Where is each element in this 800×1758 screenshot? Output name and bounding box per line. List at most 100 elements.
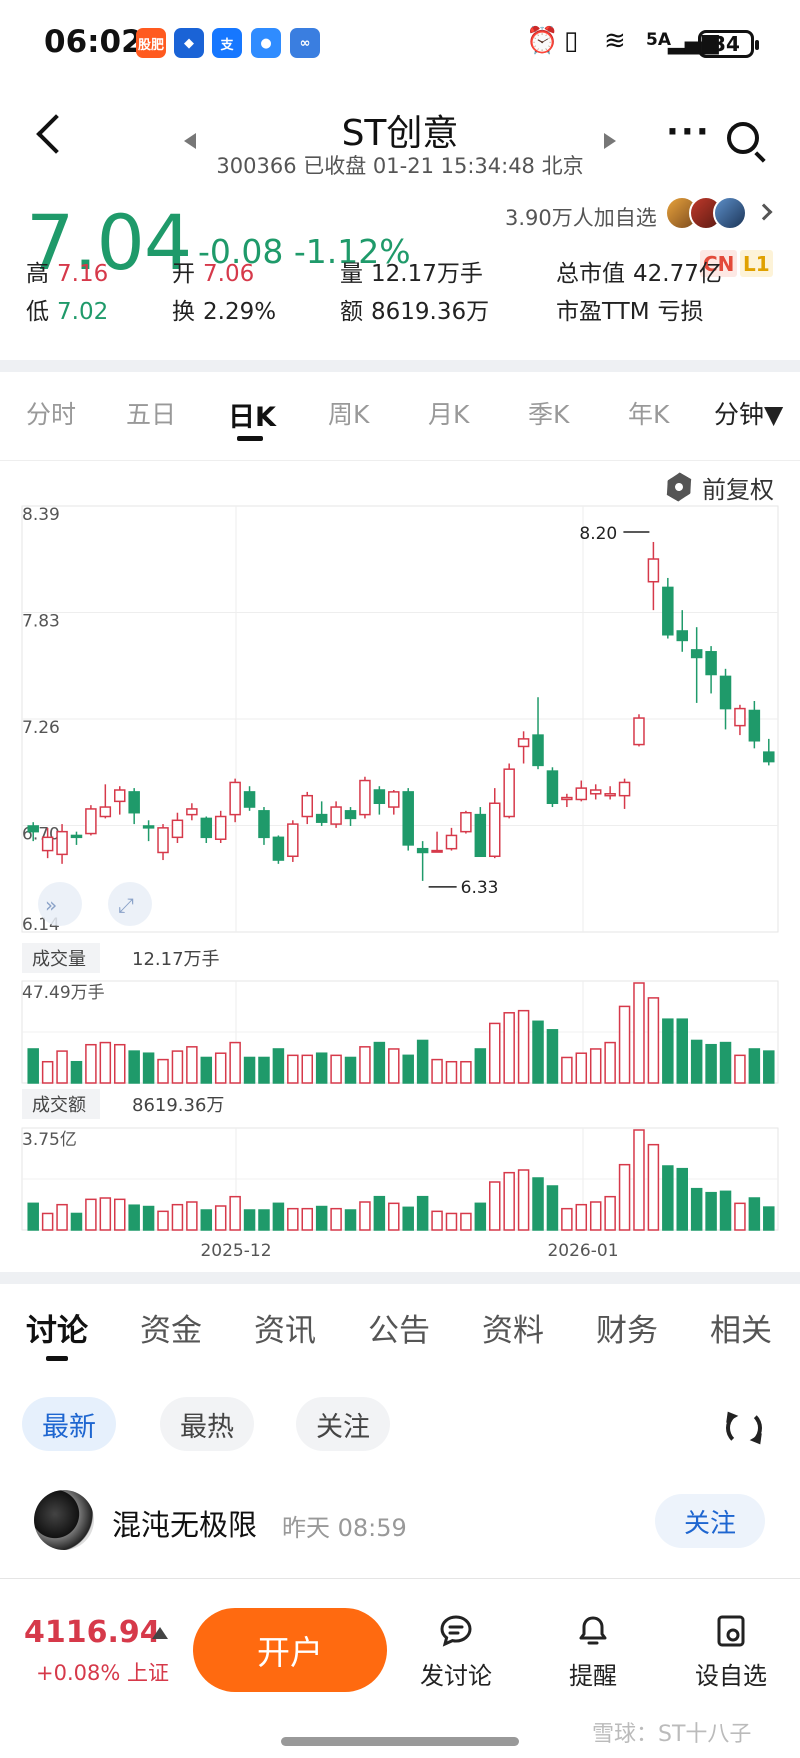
tab-period-5[interactable]: 季K [528,400,570,429]
tab-content-1[interactable]: 资金 [140,1313,202,1349]
tab-period-6[interactable]: 年K [628,400,670,429]
candle-body [763,751,775,763]
adjust-mode[interactable]: 前复权 [702,476,774,504]
amount-label-bg [22,1089,100,1119]
follow-button[interactable]: 关注 [655,1494,765,1548]
tab-period-3[interactable]: 周K [328,400,370,429]
volume-bar [41,1060,54,1084]
wifi-icon: ≋ [604,26,626,56]
candle-body [142,825,155,829]
tab-content-6[interactable]: 相关 [710,1313,772,1349]
collapse-icon-glyph: » [45,893,57,917]
amount-bar [662,1165,674,1231]
index-value[interactable]: 4116.94 [24,1615,161,1650]
message-icon: ● [251,28,281,58]
amount-bar [503,1171,515,1231]
volume-bar [114,1043,126,1084]
divider [0,460,800,461]
stat-item: 低 7.02 [26,292,108,326]
tab-period-4[interactable]: 月K [428,400,470,429]
tab-period-0[interactable]: 分时 [26,400,77,429]
tab-period-7[interactable]: 分钟▼ [714,400,784,429]
index-change[interactable]: +0.08% 上证 [36,1661,169,1685]
vibrate-icon: ▯ [564,26,579,56]
prev-stock-icon[interactable] [184,133,196,149]
volume-bar [315,1052,328,1084]
post-discussion-label[interactable]: 发讨论 [420,1662,492,1690]
volume-bar [633,982,645,1084]
tab-period-1[interactable]: 五日 [126,400,177,429]
amount-bar [489,1181,501,1231]
battery-icon: 34 [698,30,759,58]
bell-icon[interactable] [576,1614,610,1648]
candle-body [575,787,588,801]
volume-bar [99,1041,112,1084]
volume-bar [171,1050,184,1084]
kline-chart[interactable]: 8.397.837.266.706.148.206.33» ⤢成交量 12.17万手… [0,500,800,1260]
volume-bar [200,1056,213,1084]
amount-bar [243,1209,256,1231]
filter-2[interactable]: 关注 [296,1397,390,1451]
stat-label: 低 [26,299,49,325]
tab-period-2[interactable]: 日K [228,402,276,433]
search-icon[interactable] [727,122,759,154]
volume-bar [719,1041,732,1084]
tab-content-3[interactable]: 公告 [368,1313,430,1349]
tab-content-2[interactable]: 资讯 [254,1313,316,1349]
volume-bar [517,1009,530,1084]
candle-body [85,808,97,835]
amount-bar [445,1212,458,1231]
stat-value: 42.77亿 [633,261,722,287]
volume-bar [503,1012,515,1084]
candle-body [402,791,414,846]
refresh-icon[interactable] [726,1410,762,1446]
candle-body [532,734,544,767]
chevron-right-icon[interactable] [755,203,773,221]
home-indicator[interactable] [281,1737,519,1746]
chat-bubble-icon[interactable] [439,1614,473,1648]
candle-body [229,781,241,816]
app-icon-2: ◆ [174,28,204,58]
x-tick-label: 2026-01 [547,1241,618,1260]
filter-1[interactable]: 最热 [160,1397,254,1451]
amount-bar [142,1205,155,1231]
candle-body [690,649,703,659]
volume-bar [243,1056,256,1084]
current-price: 7.04 [26,198,192,287]
watchlist-settings-icon[interactable] [714,1614,748,1648]
reminder-label[interactable]: 提醒 [569,1662,617,1690]
volume-bar [402,1054,414,1084]
filter-0[interactable]: 最新 [22,1397,116,1451]
candle-body [128,791,140,814]
candle-body [359,779,371,816]
tab-content-4[interactable]: 资料 [482,1313,544,1349]
volume-bar [287,1054,299,1084]
stat-item: 换 2.29% [172,292,276,326]
open-account-button[interactable]: 开户 [193,1608,387,1692]
post-username[interactable]: 混沌无极限 [112,1508,258,1542]
next-stock-icon[interactable] [604,133,616,149]
candle-body [330,806,342,825]
candle-body [344,810,357,820]
candle-body [301,794,313,818]
avatar[interactable] [34,1490,94,1550]
follower-avatars[interactable] [665,196,749,232]
tab-content-0[interactable]: 讨论 [26,1313,88,1349]
volume-bar [705,1043,717,1084]
signal-bars-icon: ▂▄▆ [668,30,719,55]
app-icon-5: ∞ [290,28,320,58]
set-watchlist-label[interactable]: 设自选 [695,1662,767,1690]
amount-bar [114,1198,126,1231]
volume-bar [676,1018,688,1084]
volume-bar [416,1039,429,1084]
amount-bar [229,1195,241,1231]
volume-bar [734,1054,746,1084]
amount-bar [315,1205,328,1231]
badge-cn[interactable]: CN [700,250,738,277]
badge-l1[interactable]: L1 [740,250,773,277]
tab-content-5[interactable]: 财务 [596,1313,658,1349]
more-icon[interactable]: ··· [666,112,711,152]
followers-count[interactable]: 3.90万人加自选 [505,206,657,230]
candle-body [748,709,761,742]
candle-body [416,847,429,854]
